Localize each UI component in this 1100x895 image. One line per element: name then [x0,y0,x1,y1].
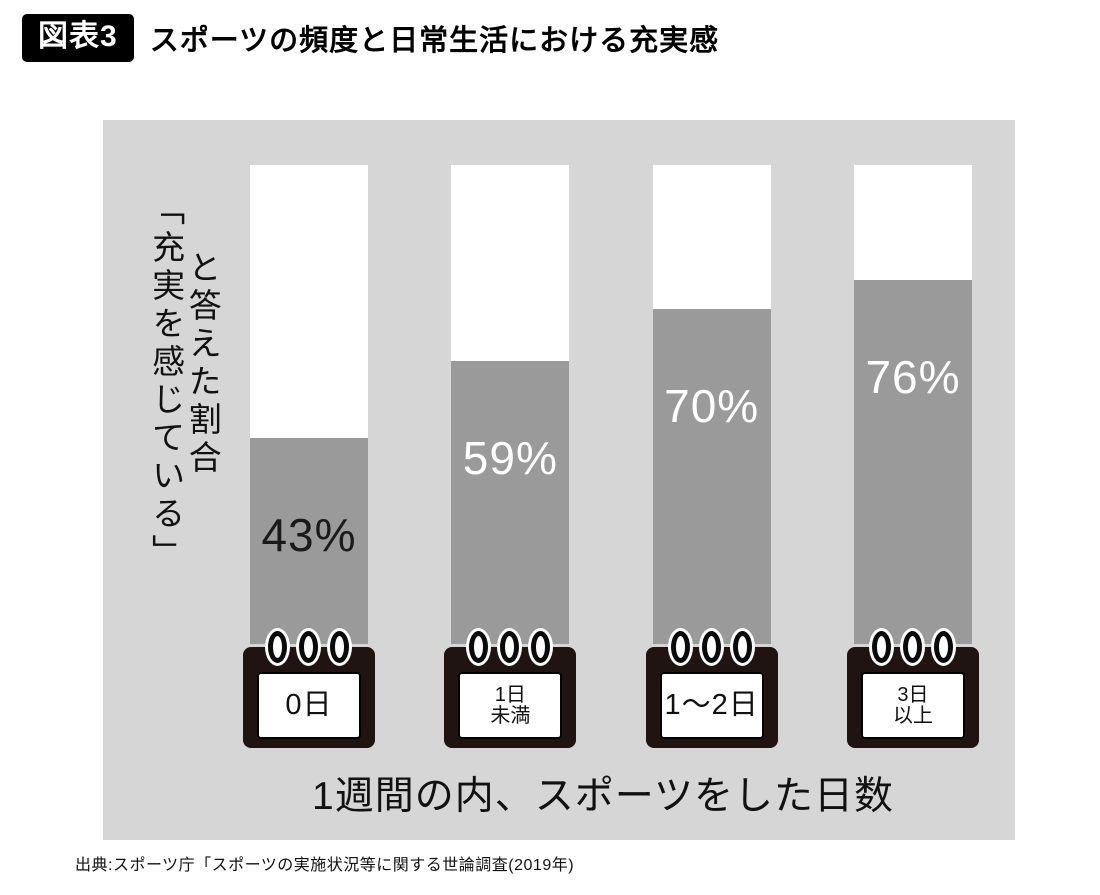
figure-number-badge: 図表3 [22,14,134,62]
chart-area: 「充実を感じている」 と答えた割合 43% 0日 [103,120,1015,840]
calendar-ring-icon [469,631,489,664]
bar-column: 43% [250,165,368,645]
bar-fill: 59% [451,361,570,645]
bar-chart: 43% 0日 59% [243,165,979,748]
y-axis-label-column2: と答えた割合 [184,250,222,478]
x-axis-label: 1週間の内、スポーツをした日数 [312,775,894,818]
bar-value-label: 59% [462,432,558,485]
calendar-ring-icon [701,631,721,664]
calendar-ring-icon [299,631,318,664]
bar-column: 59% [451,165,570,645]
calendar-ring-icon [670,631,690,664]
calendar-label-line2: 以上 [892,704,933,727]
bar-fill: 43% [250,438,368,645]
calendar-label-line2: 未満 [490,704,531,727]
calendar-ring-icon [531,631,551,664]
calendar-ring-icon [732,631,752,664]
calendar-label-line1: 1〜2日 [664,688,759,721]
source-note: 出典:スポーツ庁「スポーツの実施状況等に関する世論調査(2019年) [75,857,575,874]
bar-value-label: 70% [664,379,760,432]
figure-header: 図表3 スポーツの頻度と日常生活における充実感 [22,14,719,62]
bar-value-label: 43% [261,509,357,562]
calendar-face: 3日 以上 [860,672,965,739]
calendar-ring-icon [330,631,349,664]
figure-title: スポーツの頻度と日常生活における充実感 [149,25,720,57]
calendar-label-line1: 0日 [285,688,333,721]
bar-column: 76% [853,165,972,645]
calendar-icon: 1日 未満 [444,631,577,748]
calendar-icon: 1〜2日 [645,631,778,748]
calendar-icon: 0日 [243,631,375,748]
calendar-label-line1: 3日 [897,684,929,707]
bar-group-3-plus-days: 76% 3日 以上 [846,165,979,748]
calendar-ring-icon [933,631,953,664]
calendar-face: 0日 [257,672,361,739]
calendar-icon: 3日 以上 [846,631,979,748]
bar-column: 70% [652,165,771,645]
calendar-face: 1日 未満 [458,672,563,739]
calendar-ring-icon [268,631,287,664]
bar-group-1-2-days: 70% 1〜2日 [645,165,778,748]
y-axis-label: 「充実を感じている」 と答えた割合 [147,192,222,572]
calendar-label-line1: 1日 [494,684,526,707]
calendar-ring-icon [871,631,891,664]
bar-group-0-days: 43% 0日 [243,165,375,748]
calendar-ring-icon [902,631,922,664]
y-axis-label-column1: 「充実を感じている」 [147,192,185,572]
calendar-face: 1〜2日 [659,672,764,739]
bar-value-label: 76% [865,351,961,404]
bar-fill: 76% [853,280,972,645]
bar-fill: 70% [652,308,771,645]
calendar-ring-icon [500,631,520,664]
bar-group-under-1-day: 59% 1日 未満 [444,165,577,748]
